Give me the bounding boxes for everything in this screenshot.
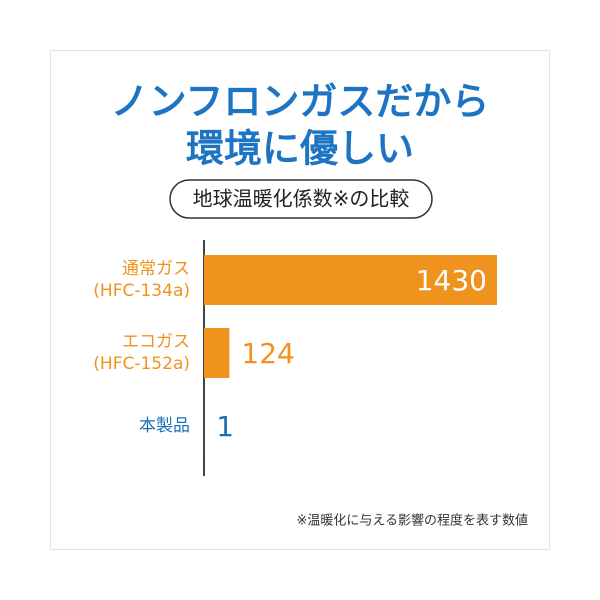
chart-title: 環境に優しい xyxy=(186,127,414,171)
category-label: 通常ガス(HFC-134a) xyxy=(93,259,190,301)
category-label: エコガス(HFC-152a) xyxy=(93,332,190,374)
category-label: 本製品 xyxy=(139,416,190,436)
bar xyxy=(204,328,230,378)
value-label: 124 xyxy=(241,337,294,370)
value-label: 1430 xyxy=(416,264,487,297)
subtitle-pill xyxy=(169,179,433,219)
chart-title: ノンフロンガスだから xyxy=(111,80,490,124)
footnote: ※温暖化に与える影響の程度を表す数値 xyxy=(296,513,528,529)
value-label: 1 xyxy=(216,410,234,443)
bar xyxy=(204,255,497,305)
subtitle: 地球温暖化係数※の比較 xyxy=(193,187,410,211)
